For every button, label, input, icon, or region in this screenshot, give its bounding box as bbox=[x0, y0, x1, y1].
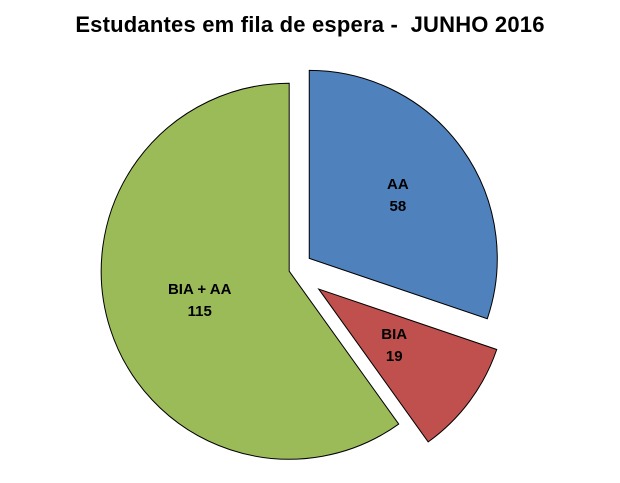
chart-title: Estudantes em fila de espera - JUNHO 201… bbox=[75, 12, 545, 37]
pie-slice-bia bbox=[317, 288, 498, 443]
slice-value-bia: 19 bbox=[386, 348, 403, 365]
slice-value-aa: 58 bbox=[390, 198, 407, 215]
slice-label-aa: AA bbox=[387, 176, 409, 193]
slice-label-bia: BIA bbox=[381, 326, 407, 343]
pie-slice-aa bbox=[308, 69, 498, 320]
pie-slice-bia-aa bbox=[100, 82, 400, 460]
slice-value-bia-aa: 115 bbox=[188, 303, 212, 320]
slice-label-bia-aa: BIA + AA bbox=[168, 281, 232, 298]
